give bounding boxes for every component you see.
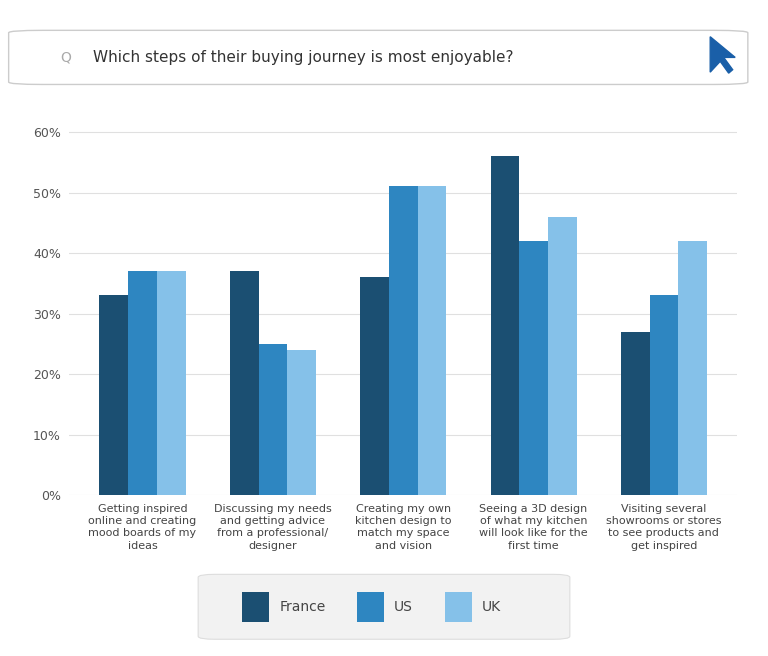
Text: Which steps of their buying journey is most enjoyable?: Which steps of their buying journey is m… <box>93 50 513 65</box>
Bar <box>360 277 389 495</box>
Bar <box>621 332 650 495</box>
Bar <box>418 186 446 495</box>
Bar <box>548 216 577 495</box>
Bar <box>157 271 186 495</box>
FancyBboxPatch shape <box>198 575 570 639</box>
Bar <box>519 241 548 495</box>
Text: US: US <box>394 600 413 614</box>
Polygon shape <box>710 37 735 73</box>
Bar <box>259 344 287 495</box>
FancyBboxPatch shape <box>242 592 269 622</box>
Bar <box>491 156 519 495</box>
Text: France: France <box>280 600 326 614</box>
FancyBboxPatch shape <box>445 592 472 622</box>
Bar <box>100 295 128 495</box>
Bar <box>650 295 678 495</box>
FancyBboxPatch shape <box>357 592 384 622</box>
FancyBboxPatch shape <box>8 30 748 85</box>
Bar <box>287 350 316 495</box>
Bar <box>678 241 707 495</box>
Bar <box>389 186 418 495</box>
Text: UK: UK <box>482 600 502 614</box>
Text: Q: Q <box>61 51 71 64</box>
Bar <box>230 271 259 495</box>
Bar <box>128 271 157 495</box>
